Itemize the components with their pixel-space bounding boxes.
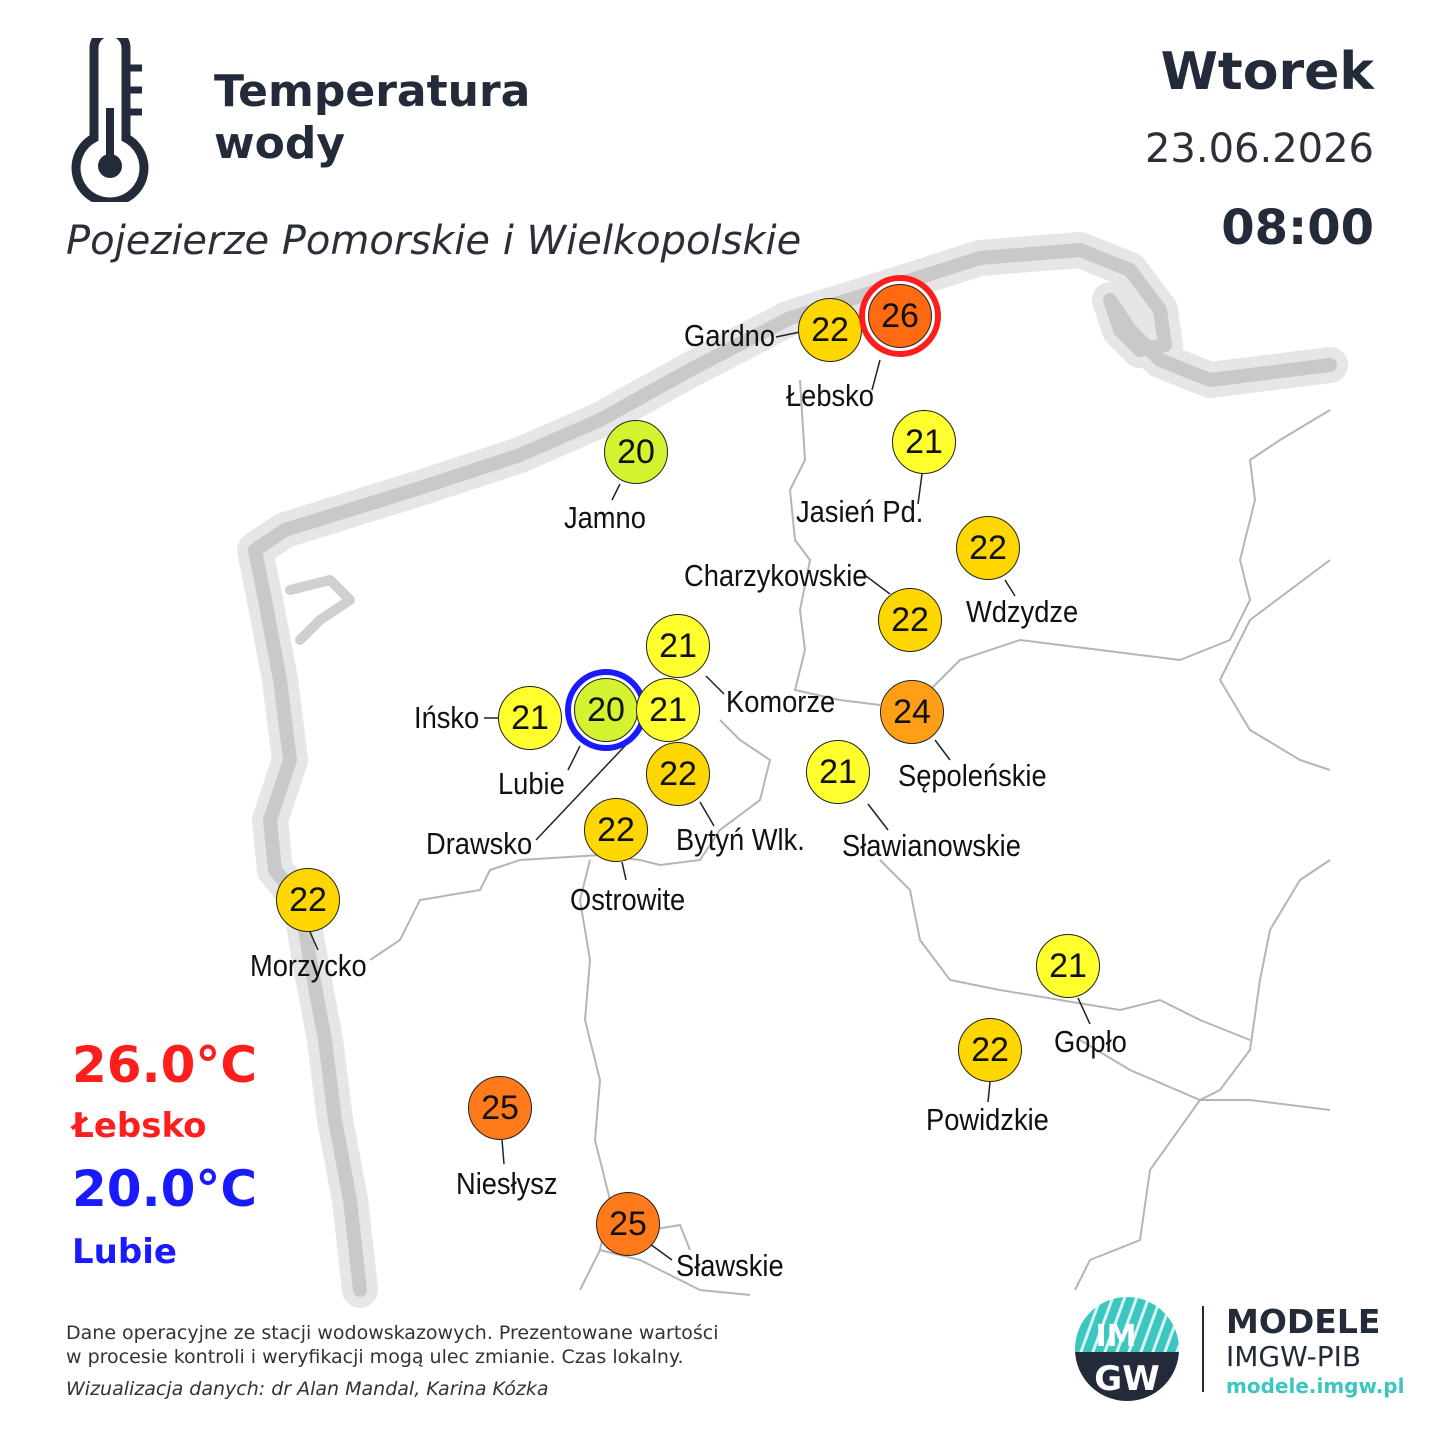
max-temperature-value: 26.0°C <box>72 1036 258 1094</box>
map-title: Temperatura wody <box>214 66 530 170</box>
station-marker-charzykowskie: 22 <box>878 588 942 652</box>
station-marker-komorze: 21 <box>646 614 710 678</box>
logo-text-top: IM <box>1095 1319 1136 1354</box>
station-label-goplo: Gopło <box>1054 1024 1127 1059</box>
station-label-wdzydze: Wdzydze <box>966 594 1079 629</box>
station-label-ostrowite: Ostrowite <box>570 882 686 917</box>
min-temperature-value: 20.0°C <box>72 1160 258 1218</box>
station-value: 22 <box>289 880 327 919</box>
station-value: 25 <box>609 1204 647 1243</box>
station-marker-insko: 21 <box>498 686 562 750</box>
station-marker-jamno: 20 <box>604 420 668 484</box>
station-value: 22 <box>891 600 929 639</box>
station-marker-ostrowite: 22 <box>584 798 648 862</box>
region-subtitle: Pojezierze Pomorskie i Wielkopolskie <box>66 218 802 264</box>
station-value: 21 <box>905 422 943 461</box>
station-label-slawskie: Sławskie <box>676 1248 784 1283</box>
footer-credit: Wizualizacja danych: dr Alan Mandal, Kar… <box>66 1378 549 1400</box>
station-value: 21 <box>1049 946 1087 985</box>
station-label-lebsko: Łebsko <box>786 378 874 413</box>
station-label-powidzkie: Powidzkie <box>926 1102 1049 1137</box>
station-label-drawsko: Drawsko <box>426 826 533 861</box>
logo-text-bottom: GW <box>1094 1359 1159 1399</box>
day-of-week: Wtorek <box>1160 42 1374 102</box>
station-marker-nieslysz: 25 <box>468 1076 532 1140</box>
station-label-insko: Ińsko <box>414 700 480 735</box>
min-temperature-station: Lubie <box>72 1232 177 1272</box>
station-label-morzycko: Morzycko <box>250 948 367 983</box>
station-value: 22 <box>811 310 849 349</box>
station-value: 21 <box>649 690 687 729</box>
station-label-charzykowskie: Charzykowskie <box>684 558 868 593</box>
station-label-jamno: Jamno <box>564 500 646 535</box>
station-marker-drawsko: 21 <box>636 678 700 742</box>
station-marker-powidzkie: 22 <box>958 1018 1022 1082</box>
leader-lines <box>309 331 1091 1261</box>
station-label-slawianowskie: Sławianowskie <box>842 828 1021 863</box>
station-marker-lebsko: 26 <box>868 284 932 348</box>
brand-org: IMGW-PIB <box>1226 1340 1362 1373</box>
station-label-lubie: Lubie <box>498 766 565 801</box>
station-label-sepolenskie: Sępoleńskie <box>898 758 1047 793</box>
footer-note-line-2: w procesie kontroli i weryfikacji mogą u… <box>66 1346 684 1368</box>
station-value: 24 <box>893 692 931 731</box>
footer-note-line-1: Dane operacyjne ze stacji wodowskazowych… <box>66 1322 719 1344</box>
station-marker-jasien-pd: 21 <box>892 410 956 474</box>
station-value: 21 <box>511 698 549 737</box>
time-label: 08:00 <box>1221 200 1374 256</box>
station-label-komorze: Komorze <box>726 684 836 719</box>
station-value: 21 <box>659 626 697 665</box>
station-marker-morzycko: 22 <box>276 868 340 932</box>
station-value: 25 <box>481 1088 519 1127</box>
station-marker-slawianowskie: 21 <box>806 740 870 804</box>
title-line-2: wody <box>214 118 346 169</box>
station-marker-sepolenskie: 24 <box>880 680 944 744</box>
station-marker-slawskie: 25 <box>596 1192 660 1256</box>
station-value: 20 <box>587 690 625 729</box>
station-marker-bytyn-wlk: 22 <box>646 742 710 806</box>
brand-url: modele.imgw.pl <box>1226 1374 1405 1398</box>
station-label-bytyn-wlk: Bytyń Wlk. <box>676 822 805 857</box>
station-value: 22 <box>597 810 635 849</box>
logo-separator <box>1202 1306 1204 1392</box>
max-temperature-station: Łebsko <box>72 1106 207 1146</box>
station-marker-wdzydze: 22 <box>956 516 1020 580</box>
station-marker-gardno: 22 <box>798 298 862 362</box>
station-marker-lubie: 20 <box>574 678 638 742</box>
station-label-gardno: Gardno <box>684 318 775 353</box>
station-value: 26 <box>881 296 919 335</box>
brand-name: MODELE <box>1226 1302 1381 1341</box>
imgw-logo: IM GW <box>1075 1297 1179 1401</box>
station-value: 22 <box>971 1030 1009 1069</box>
station-label-jasien-pd: Jasień Pd. <box>796 494 924 529</box>
station-value: 22 <box>659 754 697 793</box>
station-label-nieslysz: Niesłysz <box>456 1166 558 1201</box>
station-value: 22 <box>969 528 1007 567</box>
thermometer-icon <box>71 38 149 202</box>
station-value: 20 <box>617 432 655 471</box>
station-marker-goplo: 21 <box>1036 934 1100 998</box>
station-value: 21 <box>819 752 857 791</box>
date-label: 23.06.2026 <box>1144 126 1374 172</box>
title-line-1: Temperatura <box>214 66 531 117</box>
